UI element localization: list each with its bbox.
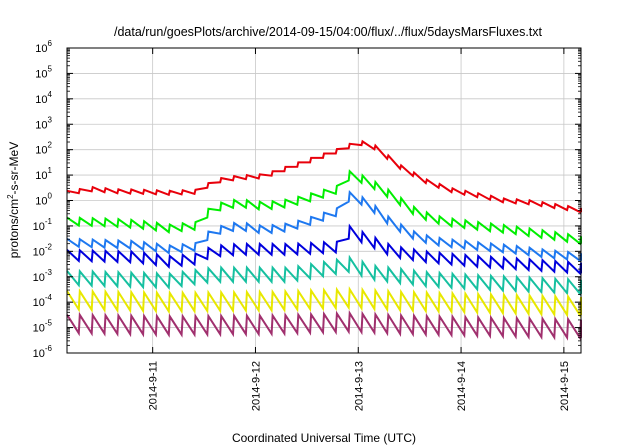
series-line-2 — [66, 169, 582, 246]
y-tick-label: 103 — [35, 115, 52, 131]
x-tick-label: 2014-9-15 — [559, 361, 571, 411]
y-tick-exponent: 0 — [48, 192, 53, 201]
y-tick-exponent: 1 — [48, 166, 53, 175]
series-line-5 — [66, 254, 582, 297]
y-tick-exponent: 5 — [48, 64, 53, 73]
y-tick-base: 10 — [35, 119, 47, 131]
x-tick-label: 2014-9-11 — [148, 361, 160, 410]
y-tick-label: 101 — [35, 166, 52, 182]
y-tick-exponent: -3 — [45, 268, 53, 277]
y-tick-label: 10-2 — [33, 242, 53, 258]
y-tick-base: 10 — [33, 272, 45, 284]
y-tick-base: 10 — [33, 246, 45, 258]
x-axis-label: Coordinated Universal Time (UTC) — [232, 431, 416, 445]
y-tick-base: 10 — [35, 94, 47, 106]
y-tick-exponent: -4 — [45, 293, 53, 302]
y-tick-label: 10-6 — [33, 344, 53, 360]
y-tick-exponent: 6 — [48, 39, 53, 48]
series-layer — [66, 139, 582, 342]
y-tick-exponent: -5 — [45, 319, 53, 328]
y-axis-label: protons/cm2-s-sr-MeV — [6, 142, 21, 258]
y-axis-label-superscript: 2 — [6, 194, 15, 199]
y-tick-label: 105 — [35, 64, 52, 80]
y-tick-base: 10 — [35, 196, 47, 208]
series-line-4 — [66, 223, 582, 276]
y-tick-label: 10-1 — [33, 217, 53, 233]
y-tick-base: 10 — [33, 323, 45, 335]
series-line-1 — [66, 139, 582, 214]
y-tick-label: 106 — [35, 39, 52, 55]
y-tick-label: 10-3 — [33, 268, 53, 284]
y-tick-label: 102 — [35, 141, 52, 157]
series-line-3 — [66, 189, 582, 263]
series-line-7 — [66, 309, 582, 342]
y-axis-label-rest: -s-sr-MeV — [7, 142, 21, 195]
y-tick-base: 10 — [33, 348, 45, 360]
x-tick-label: 2014-9-13 — [353, 361, 365, 411]
y-tick-base: 10 — [35, 145, 47, 157]
y-tick-label: 10-5 — [33, 319, 53, 335]
y-tick-base: 10 — [33, 221, 45, 233]
y-tick-base: 10 — [35, 68, 47, 80]
y-tick-base: 10 — [35, 170, 47, 182]
y-tick-exponent: 4 — [48, 90, 53, 99]
y-tick-label: 100 — [35, 192, 52, 208]
y-axis-label-main: protons/cm — [7, 199, 21, 258]
y-tick-exponent: 3 — [48, 115, 53, 124]
y-tick-label: 10-4 — [33, 293, 53, 309]
y-axis-ticks: 10-610-510-410-310-210-11001011021031041… — [33, 39, 581, 360]
x-tick-label: 2014-9-14 — [456, 361, 468, 411]
series-line-6 — [66, 286, 582, 319]
x-tick-label: 2014-9-12 — [250, 361, 262, 411]
y-tick-exponent: -6 — [45, 344, 53, 353]
y-tick-exponent: 2 — [48, 141, 53, 150]
y-tick-base: 10 — [33, 297, 45, 309]
y-tick-label: 104 — [35, 90, 52, 106]
y-tick-exponent: -1 — [45, 217, 53, 226]
y-tick-exponent: -2 — [45, 242, 53, 251]
chart-title: /data/run/goesPlots/archive/2014-09-15/0… — [114, 25, 543, 39]
x-axis-ticks: 2014-9-11 2014-9-12 2014-9-13 2014-9-14 2014… — [148, 48, 571, 411]
y-tick-base: 10 — [35, 43, 47, 55]
